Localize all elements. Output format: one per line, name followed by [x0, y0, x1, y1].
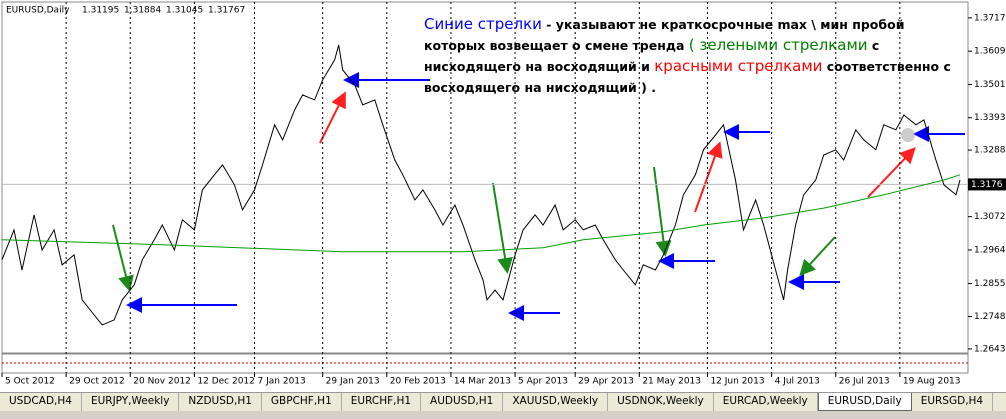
- arrows: [112, 72, 965, 321]
- y-tick-label: 1.35010: [974, 80, 1006, 90]
- ohlc-value: 1.31767: [208, 6, 245, 16]
- tab[interactable]: NZDUSD,H1: [179, 393, 262, 411]
- annotation-part: красными стрелками: [654, 57, 823, 75]
- x-tick-label: 5 Apr 2013: [518, 377, 568, 387]
- ohlc: 1.31195 1.31884 1.31045 1.31767: [82, 6, 245, 16]
- ohlc-value: 1.31195: [82, 6, 119, 16]
- price-line: [1, 44, 961, 326]
- y-tick-label: 1.30720: [974, 212, 1006, 222]
- chart: EURUSD,Daily 1.31195 1.31884 1.31045 1.3176…: [1, 1, 1006, 387]
- x-tick-label: 4 Jul 2013: [775, 377, 820, 387]
- current-price-label: 1.3176: [971, 180, 1003, 190]
- y-tick-label: 1.29640: [974, 245, 1006, 255]
- green-arrow: [799, 236, 836, 276]
- tab[interactable]: EURJPY,Weekly: [82, 393, 180, 411]
- tab[interactable]: USDCAD,H4: [0, 393, 82, 411]
- x-tick-label: 12 Jun 2013: [710, 377, 764, 387]
- annotation-part: соответственно с восходящего на нисходящ…: [424, 59, 951, 95]
- x-tick-label: 21 May 2013: [642, 377, 701, 387]
- y-tick-label: 1.28550: [974, 279, 1006, 289]
- x-tick-label: 29 Jan 2013: [326, 377, 380, 387]
- red-arrow: [867, 147, 916, 198]
- scrollbar: [0, 411, 1006, 419]
- x-tick-label: 26 Jul 2013: [839, 377, 890, 387]
- tab[interactable]: EURCAD,Weekly: [714, 393, 818, 411]
- green-arrow: [492, 182, 513, 274]
- plot-area: [1, 1, 969, 354]
- tab-bar: USDCAD,H4 EURJPY,Weekly NZDUSD,H1 GBPCHF,H1…: [0, 392, 1006, 411]
- x-tick-label: 5 Oct 2012: [5, 377, 55, 387]
- tab[interactable]: GBPCHF,H1: [262, 393, 342, 411]
- y-tick-label: 1.26430: [974, 344, 1006, 354]
- y-tick-label: 1.33930: [974, 113, 1006, 123]
- tab[interactable]: XAUUSD,Weekly: [503, 393, 609, 411]
- symbol: EURUSD,Daily: [6, 6, 70, 16]
- ohlc-value: 1.31045: [166, 6, 203, 16]
- annotation-part: ( зелеными стрелками: [688, 36, 868, 54]
- annotation-part: с нисходящего на восходящий и: [424, 38, 880, 74]
- green-arrow: [653, 166, 672, 257]
- y-tick-label: 1.27480: [974, 312, 1006, 322]
- annotation: Синие стрелки - указывают не краткосрочн…: [424, 14, 969, 98]
- red-arrow: [319, 91, 346, 144]
- current-price-box: [968, 178, 1006, 191]
- x-tick-label: 29 Apr 2013: [578, 377, 634, 387]
- tab[interactable]: USDNOK,Weekly: [608, 393, 714, 411]
- x-tick-label: 7 Jan 2013: [258, 377, 306, 387]
- x-tick-label: 14 Mar 2013: [454, 377, 511, 387]
- x-tick-label: 20 Nov 2012: [133, 377, 191, 387]
- green-arrow: [112, 224, 134, 292]
- x-tick-label: 29 Oct 2012: [69, 377, 125, 387]
- annotation-part: Синие стрелки: [424, 15, 542, 33]
- x-tick-label: 12 Dec 2012: [197, 377, 255, 387]
- y-tick-label: 1.36090: [974, 47, 1006, 57]
- y-tick-label: 1.32880: [974, 146, 1006, 156]
- annotation-part: - указывают не краткосрочные max \ мин п…: [424, 17, 905, 53]
- highlight: [901, 128, 915, 142]
- x-tick-label: 20 Feb 2013: [390, 377, 446, 387]
- ohlc-value: 1.31884: [124, 6, 161, 16]
- tab[interactable]: AUDUSD,H1: [421, 393, 504, 411]
- tab[interactable]: EURCHF,H1: [342, 393, 422, 411]
- price-line: [1, 174, 961, 253]
- y-tick-label: 1.37170: [974, 13, 1006, 23]
- tab[interactable]: EURSGD,H4: [912, 393, 994, 411]
- x-tick-label: 19 Aug 2013: [903, 377, 961, 387]
- tab[interactable]: EURUSD,Daily: [817, 393, 912, 411]
